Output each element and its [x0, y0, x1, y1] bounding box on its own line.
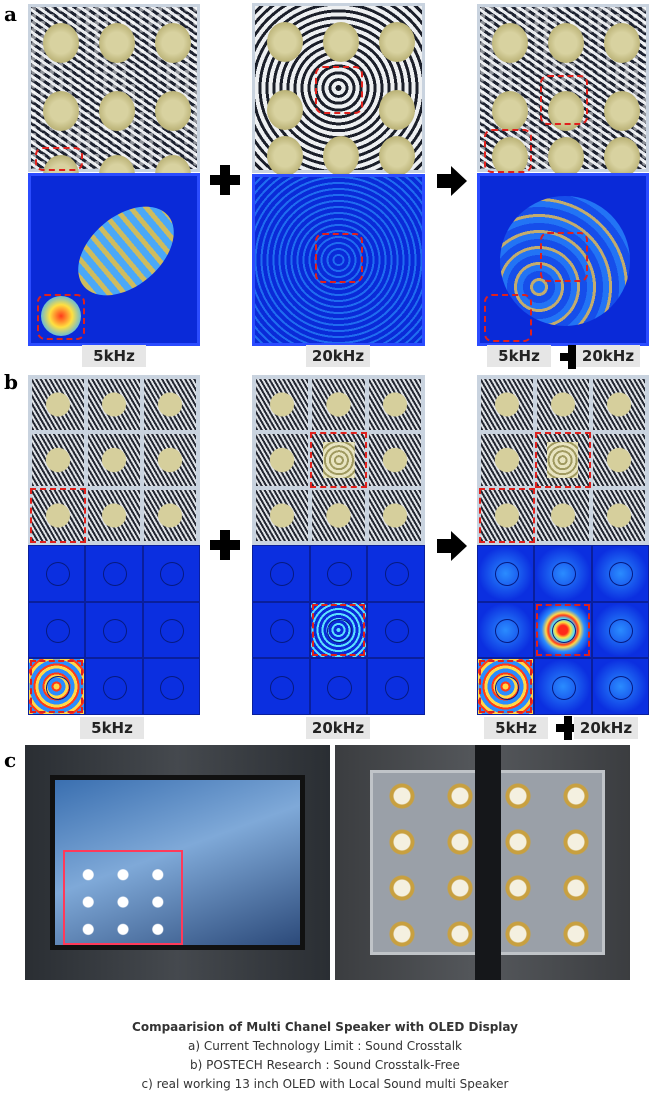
segmented-simulation-combined	[477, 545, 649, 715]
frequency-label-5khz: 5kHz	[82, 345, 146, 367]
segmented-simulation-20khz	[252, 545, 425, 715]
frequency-label-20khz-combined: 20kHz	[576, 345, 640, 367]
segmented-photo-combined	[477, 375, 649, 545]
vibration-photo-5khz	[28, 4, 200, 195]
panel-label-c: c	[4, 748, 17, 772]
panel-label-a: a	[4, 2, 17, 26]
segmented-simulation-5khz	[28, 545, 200, 715]
frequency-label-5khz-combined: 5kHz	[487, 345, 551, 367]
segmented-photo-20khz	[252, 375, 425, 545]
simulation-map-combined	[477, 173, 649, 346]
mounting-stand	[475, 745, 501, 980]
caption-line-c: c) real working 13 inch OLED with Local …	[141, 1077, 509, 1091]
frequency-label-20khz-combined: 20kHz	[574, 717, 638, 739]
oled-display-front-photo	[25, 745, 330, 980]
plus-icon	[210, 530, 240, 560]
frequency-label-20khz: 20kHz	[306, 717, 370, 739]
frequency-label-20khz: 20kHz	[306, 345, 370, 367]
caption-line-a: a) Current Technology Limit : Sound Cros…	[187, 1039, 463, 1053]
frequency-label-5khz: 5kHz	[80, 717, 144, 739]
segmented-photo-5khz	[28, 375, 200, 545]
vibration-photo-20khz	[252, 3, 425, 176]
caption-title: Compaarision of Multi Chanel Speaker wit…	[132, 1020, 518, 1034]
speaker-array-back-photo	[335, 745, 630, 980]
plus-icon	[560, 345, 584, 369]
simulation-map-20khz	[252, 174, 425, 346]
plus-icon	[556, 716, 580, 740]
frequency-label-5khz-combined: 5kHz	[484, 717, 548, 739]
caption-line-b: b) POSTECH Research : Sound Crosstalk-Fr…	[190, 1058, 460, 1072]
plus-icon	[210, 165, 240, 195]
panel-label-b: b	[4, 370, 18, 394]
speaker-grid-overlay	[63, 850, 183, 945]
oled-screen	[50, 775, 305, 950]
vibration-photo-combined	[477, 4, 649, 177]
arrow-right-icon	[437, 531, 467, 561]
arrow-right-icon	[437, 166, 467, 196]
simulation-map-5khz	[28, 173, 200, 346]
